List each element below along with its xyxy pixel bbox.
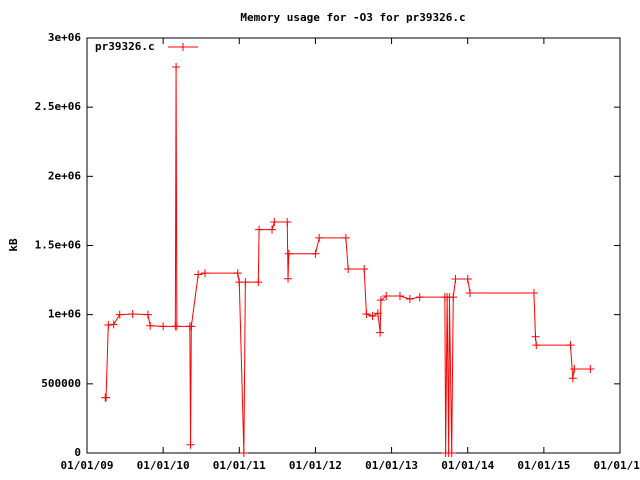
point <box>241 278 250 287</box>
point <box>311 249 320 258</box>
point <box>373 309 382 318</box>
point <box>463 274 472 283</box>
x-tick-label: 01/01/12 <box>289 459 342 472</box>
legend-label: pr39326.c <box>95 40 155 53</box>
point <box>268 225 277 234</box>
point <box>201 269 210 278</box>
point <box>109 320 118 329</box>
point <box>315 233 324 242</box>
point <box>368 312 377 321</box>
y-tick-label: 2e+06 <box>48 169 81 182</box>
point <box>284 274 293 283</box>
point <box>143 310 152 319</box>
point <box>382 291 391 300</box>
x-tick-label: 01/01/11 <box>213 459 266 472</box>
point <box>447 449 456 457</box>
point <box>233 269 242 278</box>
x-tick-label: 01/01/16 <box>594 459 640 472</box>
point <box>194 270 203 279</box>
point <box>102 393 111 402</box>
y-tick-label: 0 <box>74 446 81 459</box>
x-tick-label: 01/01/09 <box>61 459 114 472</box>
point <box>395 291 404 300</box>
point <box>405 295 414 304</box>
point <box>531 332 540 341</box>
point <box>146 321 155 330</box>
point <box>255 225 264 234</box>
point <box>283 217 292 226</box>
point <box>362 309 371 318</box>
point <box>270 217 279 226</box>
point <box>465 288 474 297</box>
point <box>568 374 577 383</box>
x-tick-label: 01/01/13 <box>365 459 418 472</box>
point <box>172 322 181 331</box>
y-axis-label: kB <box>7 238 20 252</box>
y-tick-label: 1e+06 <box>48 308 81 321</box>
point <box>451 274 460 283</box>
point <box>449 293 458 302</box>
point <box>239 449 248 457</box>
point <box>104 321 113 330</box>
x-tick-label: 01/01/10 <box>137 459 190 472</box>
chart-title: Memory usage for -O3 for pr39326.c <box>240 11 465 24</box>
point <box>186 440 195 449</box>
point <box>341 233 350 242</box>
point <box>529 288 538 297</box>
y-tick-label: 2.5e+06 <box>35 100 82 113</box>
y-tick-label: 500000 <box>41 377 81 390</box>
y-tick-label: 1.5e+06 <box>35 239 82 252</box>
y-tick-label: 3e+06 <box>48 31 81 44</box>
point <box>360 265 369 274</box>
x-tick-label: 01/01/15 <box>517 459 570 472</box>
point <box>254 278 263 287</box>
point <box>415 293 424 302</box>
point <box>570 365 579 374</box>
point <box>376 328 385 337</box>
point <box>172 63 181 72</box>
point <box>344 265 353 274</box>
point <box>376 296 385 305</box>
point <box>128 309 137 318</box>
point <box>284 249 293 258</box>
point <box>586 365 595 374</box>
x-tick-label: 01/01/14 <box>441 459 494 472</box>
point <box>566 341 575 350</box>
point <box>532 341 541 350</box>
legend-marker <box>179 43 187 51</box>
point <box>115 310 124 319</box>
point <box>159 322 168 331</box>
point <box>187 322 196 331</box>
